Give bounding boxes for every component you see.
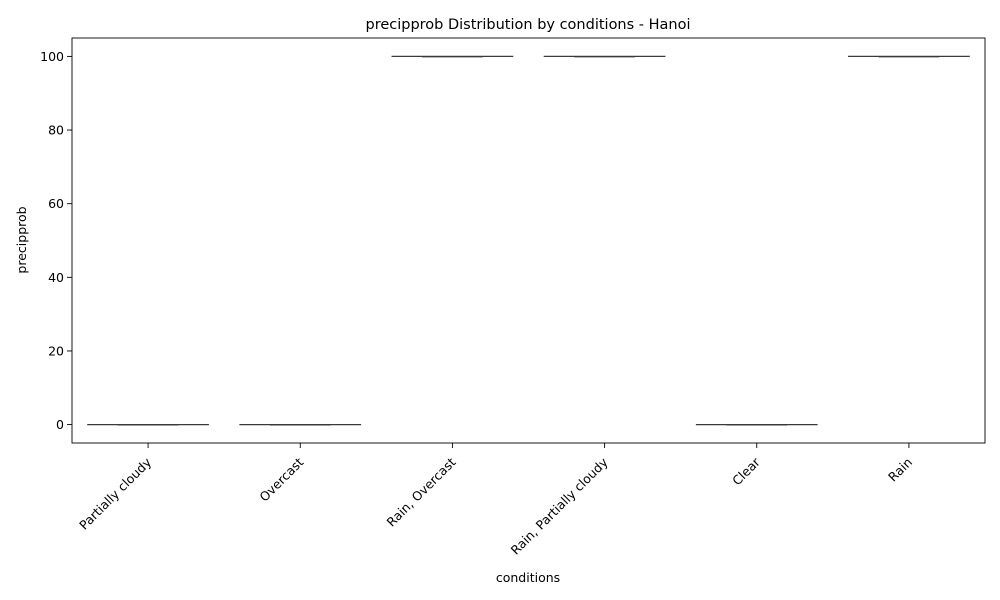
y-tick-label: 80: [48, 123, 64, 138]
x-axis: Partially cloudy Overcast Rain, Overcast Ra…: [76, 443, 915, 558]
y-axis: 0 20 40 60 80 100: [40, 49, 72, 432]
x-tick-label: Rain, Partially cloudy: [508, 454, 612, 558]
x-tick-label: Overcast: [256, 454, 306, 504]
chart-title: precipprob Distribution by conditions - …: [365, 17, 690, 33]
x-tick-label: Partially cloudy: [76, 454, 154, 532]
x-tick-label: Clear: [729, 454, 763, 488]
y-tick-label: 0: [56, 417, 64, 432]
x-tick-label: Rain: [885, 455, 915, 485]
x-axis-label: conditions: [496, 570, 560, 585]
y-tick-label: 60: [48, 196, 64, 211]
y-tick-label: 40: [48, 270, 64, 285]
plot-marks: [87, 55, 970, 426]
y-tick-label: 20: [48, 343, 64, 358]
y-axis-label: precipprob: [14, 206, 29, 273]
x-tick-label: Rain, Overcast: [383, 454, 458, 529]
plot-frame: [71, 37, 986, 444]
y-tick-label: 100: [40, 49, 64, 64]
